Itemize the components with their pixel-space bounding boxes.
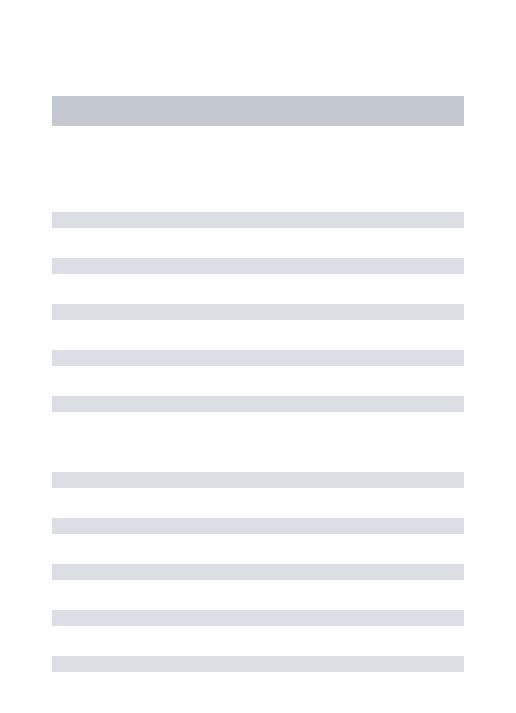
skeleton-line — [52, 350, 464, 366]
skeleton-group-2 — [52, 472, 464, 672]
skeleton-group-1 — [52, 212, 464, 412]
skeleton-line — [52, 258, 464, 274]
skeleton-line — [52, 518, 464, 534]
skeleton-line — [52, 564, 464, 580]
skeleton-container — [0, 0, 516, 672]
skeleton-line — [52, 396, 464, 412]
skeleton-header — [52, 96, 464, 126]
skeleton-line — [52, 656, 464, 672]
skeleton-line — [52, 304, 464, 320]
skeleton-line — [52, 212, 464, 228]
skeleton-line — [52, 610, 464, 626]
skeleton-line — [52, 472, 464, 488]
